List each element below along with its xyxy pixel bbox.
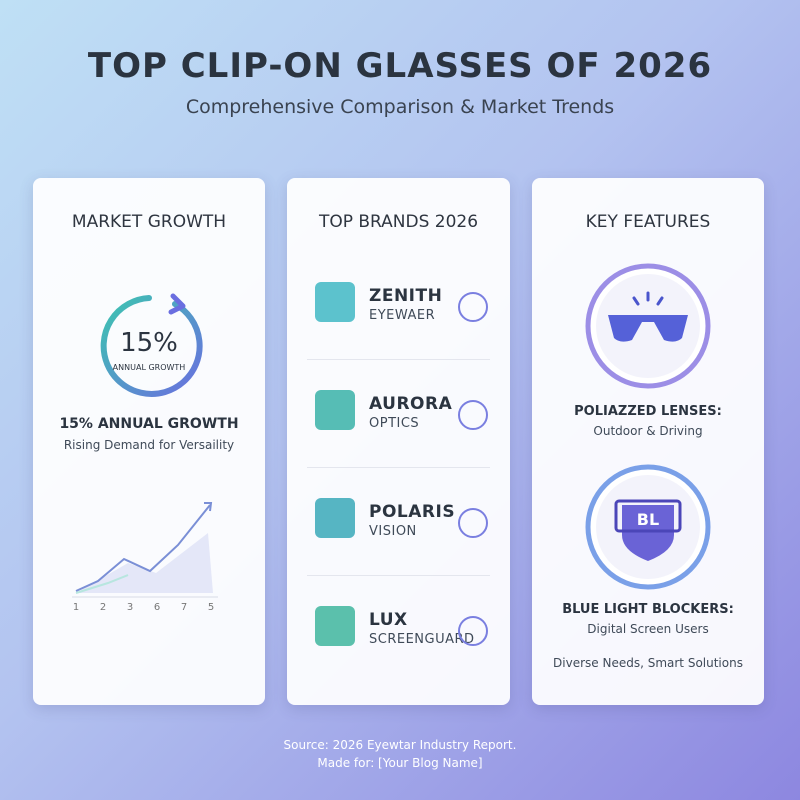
x-tick-label: 2	[99, 602, 107, 613]
brand-icon	[458, 292, 488, 322]
brand-name: POLARIS	[369, 502, 456, 522]
separator	[307, 467, 490, 468]
brands-card: TOP BRANDS 2026 ZENITH EYEWAER AURORA OPTIC…	[287, 178, 510, 705]
feature-title: POLIAZZED LENSES:	[574, 404, 722, 419]
separator	[307, 575, 490, 576]
growth-ring	[100, 293, 203, 397]
blue-light-icon	[585, 464, 711, 590]
brand-icon	[458, 400, 488, 430]
x-labels: 1 2 3 6 7 5	[68, 602, 228, 618]
title: TOP CLIP-ON GLASSES OF 2026	[87, 46, 713, 86]
brand-sub: OPTICS	[369, 416, 420, 431]
x-tick-label: 6	[153, 602, 161, 613]
badge: BL	[636, 510, 660, 529]
x-tick-label: 7	[180, 602, 188, 613]
caption: Rising Demand for Versaility	[63, 438, 235, 452]
card-title: MARKET GROWTH	[71, 212, 227, 232]
card-title: TOP BRANDS 2026	[318, 212, 479, 232]
brand-sub: SCREENGUARD	[369, 632, 475, 647]
brand-logo	[315, 606, 355, 646]
growth-card: MARKET GROWTH 15% ANNUAL GROWTH 15% ANNU…	[33, 178, 265, 705]
brand-row: POLARIS VISION	[307, 468, 490, 576]
x-tick-label: 3	[126, 602, 134, 613]
brand-name: ZENITH	[369, 286, 443, 306]
features-card: KEY FEATURES POLIAZZED LENSES: Outdoor &…	[532, 178, 764, 705]
brand-name: AURORA	[369, 394, 453, 414]
lens-icon	[585, 263, 711, 389]
feature-caption: Outdoor & Driving	[593, 424, 703, 438]
ring-caption: ANNUAL GROWTH	[112, 363, 186, 372]
brand-sub: EYEWAER	[369, 308, 436, 323]
brand-row: ZENITH EYEWAER	[307, 252, 490, 360]
x-tick-label: 1	[72, 602, 80, 613]
feature-title: BLUE LIGHT BLOCKERS:	[562, 602, 734, 617]
brand-logo	[315, 498, 355, 538]
growth-sparkline	[72, 502, 218, 598]
subtitle: Comprehensive Comparison & Market Trends	[185, 96, 615, 118]
brand-icon	[458, 616, 488, 646]
brand-name: LUX	[369, 610, 408, 630]
brand-row: LUX SCREENGUARD	[307, 576, 490, 684]
brand-row: AURORA OPTICS	[307, 360, 490, 468]
brand-sub: VISION	[369, 524, 417, 539]
card-title: KEY FEATURES	[585, 212, 711, 232]
headline: 15% ANNUAL GROWTH	[59, 416, 239, 432]
feature-caption: Digital Screen Users	[587, 622, 709, 636]
made-for: Made for: [Your Blog Name]	[317, 756, 483, 770]
card-footer: Diverse Needs, Smart Solutions	[553, 656, 743, 670]
brand-icon	[458, 508, 488, 538]
x-tick-label: 5	[207, 602, 215, 613]
ring-value: 15%	[120, 328, 178, 358]
brand-logo	[315, 390, 355, 430]
brand-logo	[315, 282, 355, 322]
source: Source: 2026 Eyewtar Industry Report.	[283, 738, 517, 752]
separator	[307, 359, 490, 360]
